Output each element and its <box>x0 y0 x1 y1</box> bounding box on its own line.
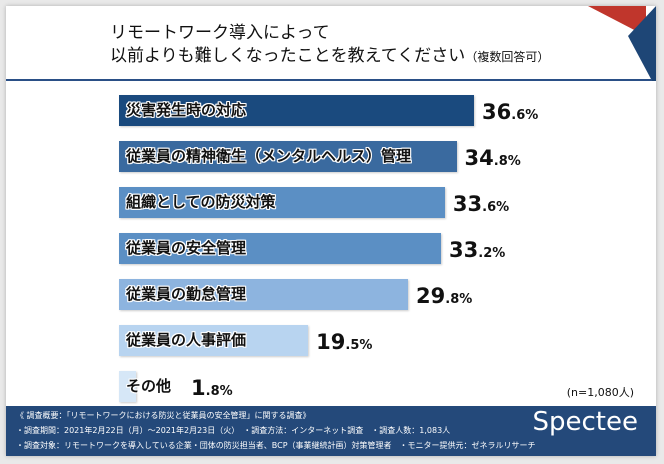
bar <box>119 233 442 264</box>
spectee-logo: Spectee <box>532 407 639 437</box>
footer-line-2: ・調査対象：リモートワークを導入している企業・団体の防災担当者、BCP（事業継続… <box>16 441 536 450</box>
chart-title: リモートワーク導入によって 以前よりも難しくなったことを教えてください（複数回答… <box>110 22 549 69</box>
bar-category-label: その他 <box>126 377 172 395</box>
bar-category-label: 災害発生時の対応 <box>126 101 247 119</box>
value-integer: 36 <box>482 100 512 124</box>
sample-size-note: (n=1,080人) <box>566 386 634 399</box>
value-decimal: .5% <box>345 338 373 353</box>
value-integer: 29 <box>416 284 446 308</box>
bar-value-label: 33.2% <box>449 233 505 264</box>
bar <box>119 325 309 356</box>
title-note: （複数回答可） <box>465 50 550 64</box>
value-decimal: .6% <box>511 108 539 123</box>
chart-card: リモートワーク導入によって 以前よりも難しくなったことを教えてください（複数回答… <box>6 6 656 456</box>
bar <box>119 95 475 126</box>
value-integer: 33 <box>449 238 479 262</box>
value-decimal: .8% <box>493 154 521 169</box>
bar-category-label: 従業員の勤怠管理 <box>126 285 247 303</box>
bar-value-label: 1.8% <box>191 371 233 402</box>
footer-line-1: ・調査期間：2021年2月22日（月）～2021年2月23日（火） ・調査方法：… <box>16 426 451 435</box>
survey-footer: 《 調査概要：「リモートワークにおける防災と従業員の安全管理」に関する調査》 ・… <box>6 406 656 456</box>
title-line-1: リモートワーク導入によって <box>110 23 330 43</box>
bar-category-label: 従業員の人事評価 <box>126 331 247 349</box>
bar-value-label: 19.5% <box>316 325 372 356</box>
value-integer: 19 <box>316 330 346 354</box>
title-divider <box>6 79 652 81</box>
value-decimal: .8% <box>205 384 233 399</box>
title-line-2: 以前よりも難しくなったことを教えてください <box>110 46 466 66</box>
bar-category-label: 従業員の精神衛生（メンタルヘルス）管理 <box>126 147 412 165</box>
bar-value-label: 33.6% <box>453 187 509 218</box>
value-decimal: .6% <box>482 200 510 215</box>
bar-value-label: 36.6% <box>482 95 538 126</box>
bar-value-label: 34.8% <box>465 141 521 172</box>
bar <box>119 187 445 218</box>
value-decimal: .8% <box>445 292 473 307</box>
bar <box>119 141 457 172</box>
bar-category-label: 組織としての防災対策 <box>126 193 276 211</box>
value-decimal: .2% <box>478 246 506 261</box>
bar-value-label: 29.8% <box>416 279 472 310</box>
bar-category-label: 従業員の安全管理 <box>126 239 247 257</box>
value-integer: 33 <box>452 192 483 216</box>
value-integer: 34 <box>464 146 494 170</box>
bar <box>119 371 137 402</box>
value-integer: 1 <box>191 376 206 400</box>
footer-heading: 《 調査概要：「リモートワークにおける防災と従業員の安全管理」に関する調査》 <box>16 411 311 420</box>
bar <box>119 279 409 310</box>
